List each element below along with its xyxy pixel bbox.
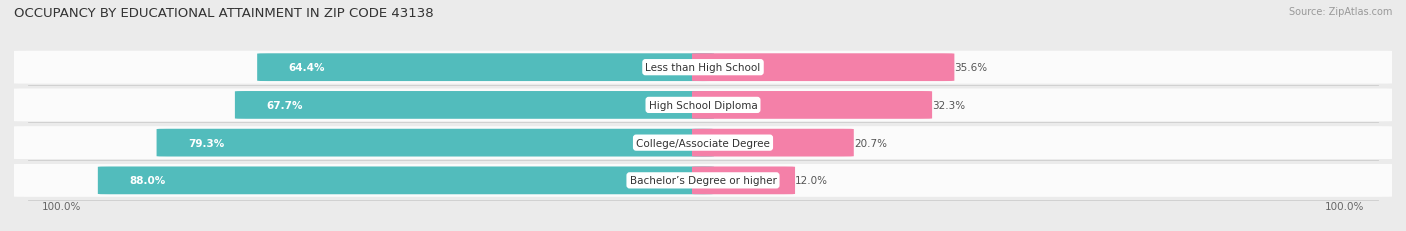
Text: High School Diploma: High School Diploma — [648, 100, 758, 110]
FancyBboxPatch shape — [692, 92, 932, 119]
Text: Less than High School: Less than High School — [645, 63, 761, 73]
FancyBboxPatch shape — [7, 52, 1399, 84]
FancyBboxPatch shape — [692, 54, 955, 82]
FancyBboxPatch shape — [235, 92, 714, 119]
FancyBboxPatch shape — [98, 167, 714, 195]
FancyBboxPatch shape — [7, 164, 1399, 197]
Text: 64.4%: 64.4% — [288, 63, 325, 73]
Text: 100.0%: 100.0% — [42, 201, 82, 211]
Text: 20.7%: 20.7% — [853, 138, 887, 148]
Text: 32.3%: 32.3% — [932, 100, 966, 110]
Text: Source: ZipAtlas.com: Source: ZipAtlas.com — [1288, 7, 1392, 17]
FancyBboxPatch shape — [156, 129, 714, 157]
Text: College/Associate Degree: College/Associate Degree — [636, 138, 770, 148]
Text: Bachelor’s Degree or higher: Bachelor’s Degree or higher — [630, 176, 776, 185]
FancyBboxPatch shape — [692, 167, 794, 195]
FancyBboxPatch shape — [692, 129, 853, 157]
Text: 88.0%: 88.0% — [129, 176, 166, 185]
Text: 67.7%: 67.7% — [267, 100, 304, 110]
FancyBboxPatch shape — [7, 127, 1399, 159]
Text: 100.0%: 100.0% — [1324, 201, 1364, 211]
Text: 79.3%: 79.3% — [188, 138, 225, 148]
FancyBboxPatch shape — [257, 54, 714, 82]
FancyBboxPatch shape — [7, 89, 1399, 122]
Text: OCCUPANCY BY EDUCATIONAL ATTAINMENT IN ZIP CODE 43138: OCCUPANCY BY EDUCATIONAL ATTAINMENT IN Z… — [14, 7, 433, 20]
Text: 35.6%: 35.6% — [955, 63, 987, 73]
Text: 12.0%: 12.0% — [794, 176, 828, 185]
